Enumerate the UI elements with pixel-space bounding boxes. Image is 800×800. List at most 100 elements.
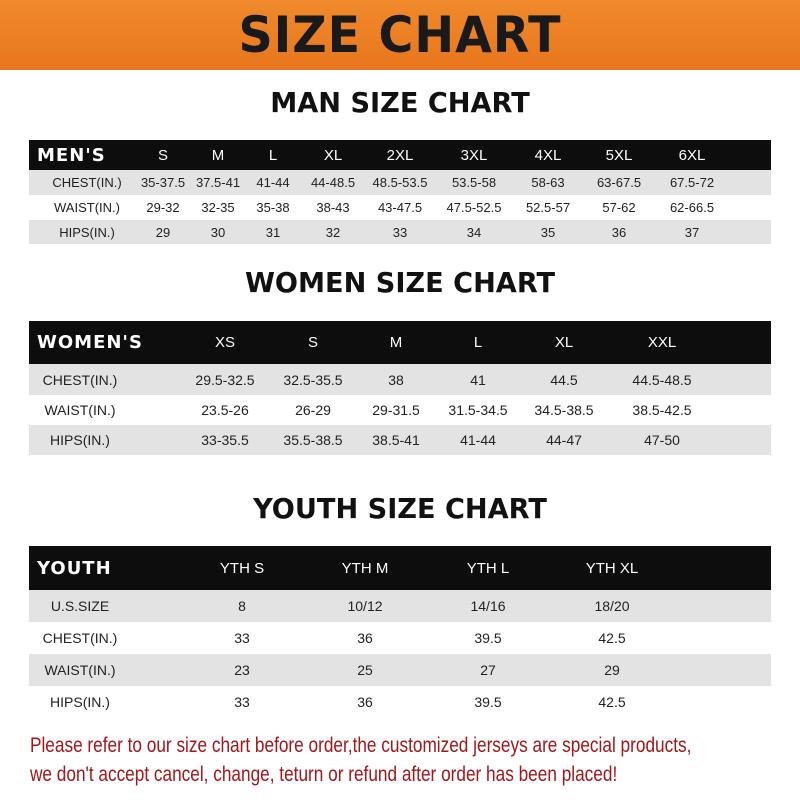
men-section-title: MAN SIZE CHART	[270, 86, 530, 119]
women-size-table: WOMEN'S XS S M L XL XXL CHEST(IN.) 29.5-32.5 32.5…	[29, 321, 771, 455]
table-row: WAIST(IN.) 29-32 32-35 35-38 38-43 43-47.5 47.…	[29, 195, 771, 220]
table-header-label: YOUTH	[37, 557, 112, 579]
table-cell: 29	[604, 662, 620, 678]
table-cell: 43-47.5	[377, 200, 423, 215]
table-cell: 38.5-41	[372, 432, 420, 448]
size-column-header: M	[389, 334, 403, 351]
size-column-header: XL	[554, 334, 574, 351]
size-column-header: YTH L	[466, 559, 510, 577]
table-cell: 44-47	[546, 432, 582, 448]
table-cell: 32.5-35.5	[283, 371, 343, 388]
table-cell: 44.5	[550, 371, 578, 388]
table-cell: 30	[210, 224, 226, 240]
size-column-header: 3XL	[460, 146, 488, 164]
table-row: CHEST(IN.) 29.5-32.5 32.5-35.5 38 41 44.5 44.5…	[29, 364, 771, 395]
table-cell: 33	[392, 224, 408, 240]
table-row: WAIST(IN.) 23.5-26 26-29 29-31.5 31.5-34.5 34…	[29, 395, 771, 425]
table-row: HIPS(IN.) 29 30 31 32 33 34 35 36 37	[29, 220, 771, 244]
size-column-header: 2XL	[386, 146, 414, 164]
row-label: WAIST(IN.)	[44, 662, 116, 678]
table-cell: 52.5-57	[525, 200, 571, 215]
table-cell: 38	[388, 371, 404, 388]
women-section-title: WOMEN SIZE CHART	[244, 266, 556, 299]
table-cell: 41-44	[460, 432, 496, 448]
table-cell: 10/12	[347, 598, 383, 614]
size-column-header: 4XL	[534, 146, 562, 164]
table-cell: 34	[466, 224, 482, 240]
table-cell: 29-31.5	[372, 402, 420, 418]
men-size-table: MEN'S S M L XL 2XL 3XL 4XL 5XL 6XL CHEST(IN.) 35-37…	[29, 140, 771, 244]
youth-section-title: YOUTH SIZE CHART	[253, 492, 547, 525]
table-cell: 32-35	[201, 200, 235, 215]
table-cell: 35-38	[256, 200, 290, 215]
table-cell: 42.5	[598, 630, 626, 646]
table-cell: 38-43	[316, 200, 350, 215]
table-row: HIPS(IN.) 33-35.5 35.5-38.5 38.5-41 41-44 44-…	[29, 425, 771, 455]
table-cell: 62-66.5	[669, 200, 715, 215]
table-row: CHEST(IN.) 33 36 39.5 42.5	[29, 622, 771, 654]
row-label: CHEST(IN.)	[52, 175, 122, 190]
size-column-header: L	[473, 334, 483, 351]
table-cell: 36	[357, 694, 373, 710]
table-cell: 18/20	[594, 598, 630, 614]
table-cell: 44-48.5	[310, 175, 356, 190]
table-cell: 67.5-72	[669, 175, 715, 190]
table-cell: 31.5-34.5	[448, 402, 508, 418]
table-cell: 57-62	[602, 200, 636, 215]
table-cell: 29-32	[146, 200, 180, 215]
row-label: HIPS(IN.)	[50, 432, 110, 448]
table-cell: 38.5-42.5	[632, 402, 692, 418]
table-cell: 33	[234, 694, 250, 710]
row-label: WAIST(IN.)	[54, 200, 120, 215]
row-label: HIPS(IN.)	[50, 694, 110, 710]
table-cell: 26-29	[295, 402, 331, 418]
table-cell: 35.5-38.5	[283, 432, 343, 448]
row-label: WAIST(IN.)	[44, 402, 116, 418]
table-cell: 34.5-38.5	[534, 402, 594, 418]
youth-size-table: YOUTH YTH S YTH M YTH L YTH XL U.S.SIZE 8 10/12…	[29, 546, 771, 718]
table-cell: 47-50	[644, 432, 680, 448]
table-cell: 39.5	[474, 694, 502, 710]
table-cell: 48.5-53.5	[372, 175, 428, 190]
size-column-header: M	[211, 146, 225, 164]
banner: SIZE CHART	[0, 0, 800, 70]
youth-header-row: YOUTH YTH S YTH M YTH L YTH XL	[29, 546, 771, 590]
table-cell: 37.5-41	[195, 175, 241, 190]
table-cell: 23.5-26	[201, 402, 249, 418]
row-label: HIPS(IN.)	[59, 224, 115, 240]
table-row: WAIST(IN.) 23 25 27 29	[29, 654, 771, 686]
size-column-header: XL	[323, 146, 343, 164]
table-cell: 29	[155, 224, 171, 240]
table-cell: 63-67.5	[596, 175, 642, 190]
banner-title: SIZE CHART	[238, 6, 562, 64]
table-cell: 41-44	[256, 175, 290, 190]
table-header-label: MEN'S	[37, 144, 106, 166]
table-cell: 41	[470, 371, 486, 388]
table-cell: 47.5-52.5	[446, 200, 502, 215]
size-column-header: 6XL	[678, 146, 706, 164]
size-column-header: YTH XL	[585, 559, 639, 577]
table-cell: 37	[684, 224, 700, 240]
table-header-label: WOMEN'S	[37, 332, 143, 353]
size-column-header: S	[307, 334, 319, 351]
table-cell: 33	[234, 630, 250, 646]
table-cell: 14/16	[470, 598, 506, 614]
size-column-header: S	[157, 146, 169, 164]
table-cell: 8	[238, 598, 246, 614]
table-cell: 35-37.5	[140, 175, 186, 190]
size-column-header: 5XL	[605, 146, 633, 164]
women-header-row: WOMEN'S XS S M L XL XXL	[29, 321, 771, 364]
table-cell: 31	[265, 224, 281, 240]
table-row: CHEST(IN.) 35-37.5 37.5-41 41-44 44-48.5 48.5…	[29, 170, 771, 195]
men-header-row: MEN'S S M L XL 2XL 3XL 4XL 5XL 6XL	[29, 140, 771, 170]
table-cell: 23	[234, 662, 250, 678]
notice-line-1: Please refer to our size chart before or…	[30, 734, 692, 757]
notice-line-2: we don't accept cancel, change, teturn o…	[30, 763, 618, 786]
size-column-header: XS	[214, 334, 236, 351]
table-cell: 58-63	[531, 175, 565, 190]
table-row: HIPS(IN.) 33 36 39.5 42.5	[29, 686, 771, 718]
table-cell: 27	[480, 662, 496, 678]
size-column-header: XXL	[647, 334, 677, 351]
row-label: CHEST(IN.)	[42, 630, 118, 646]
table-cell: 42.5	[598, 694, 626, 710]
